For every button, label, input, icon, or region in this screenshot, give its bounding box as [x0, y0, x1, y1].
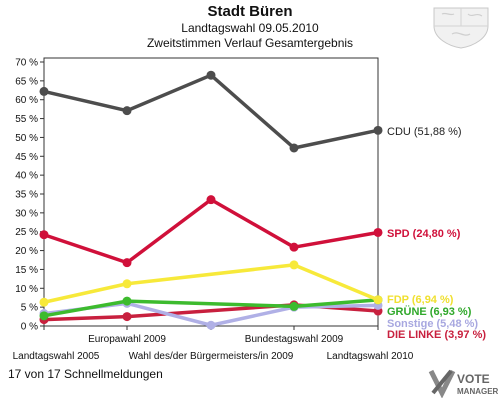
series-label: DIE LINKE (3,97 %)	[387, 329, 486, 341]
data-point	[39, 230, 49, 240]
vote-manager-logo: VOTE MANAGER	[428, 369, 498, 398]
x-tick-label: Wahl des/der Bürgermeisters/in 2009	[129, 351, 294, 362]
y-tick-label: 10 %	[15, 284, 38, 295]
data-point	[373, 295, 383, 305]
y-tick-label: 70 %	[15, 58, 38, 69]
logo-text-manager: MANAGER	[457, 387, 498, 396]
x-tick-label: Landtagswahl 2010	[327, 351, 414, 362]
y-tick-label: 55 %	[15, 114, 38, 125]
data-point	[122, 106, 132, 116]
series-label: Sonstige (5,48 %)	[387, 318, 478, 330]
y-tick-label: 35 %	[15, 190, 38, 201]
y-tick-label: 25 %	[15, 227, 38, 238]
series-label: GRÜNE (6,93 %)	[387, 305, 472, 318]
data-point	[122, 279, 132, 289]
data-point	[289, 301, 299, 311]
series-line-gr-ne	[43, 298, 379, 318]
chart-subtitle-description: Zweitstimmen Verlauf Gesamtergebnis	[146, 36, 354, 50]
y-tick-label: 45 %	[15, 152, 38, 163]
y-tick-label: 30 %	[15, 208, 38, 219]
series-line-fdp	[43, 263, 379, 304]
y-tick-label: 40 %	[15, 171, 38, 182]
series-label: CDU (51,88 %)	[387, 126, 462, 138]
y-tick-label: 5 %	[21, 303, 38, 314]
coat-of-arms-icon	[433, 7, 489, 49]
data-point	[39, 311, 49, 321]
y-tick-label: 50 %	[15, 133, 38, 144]
chart-title: Stadt Büren	[207, 3, 293, 20]
data-point	[122, 296, 132, 306]
data-point	[206, 320, 216, 330]
data-point	[289, 143, 299, 153]
x-tick-label: Bundestagswahl 2009	[245, 334, 344, 345]
reporting-status: 17 von 17 Schnellmeldungen	[8, 367, 163, 381]
series-label: FDP (6,94 %)	[387, 294, 454, 306]
data-point	[289, 242, 299, 252]
y-tick-label: 15 %	[15, 265, 38, 276]
y-tick-label: 60 %	[15, 95, 38, 106]
data-point	[122, 312, 132, 322]
series-line-spd	[43, 197, 379, 265]
y-tick-label: 20 %	[15, 246, 38, 257]
data-point	[373, 227, 383, 237]
x-tick-label: Landtagswahl 2005	[13, 351, 100, 362]
y-tick-label: 0 %	[21, 322, 38, 333]
series-label: SPD (24,80 %)	[387, 228, 461, 240]
plot-frame	[43, 57, 379, 327]
data-point	[39, 297, 49, 307]
data-point	[39, 86, 49, 96]
data-point	[373, 125, 383, 135]
data-point	[206, 70, 216, 80]
x-tick-label: Europawahl 2009	[88, 334, 166, 345]
y-tick-label: 65 %	[15, 76, 38, 87]
logo-text-vote: VOTE	[457, 372, 490, 386]
data-point	[289, 260, 299, 270]
series-line-cdu	[43, 73, 379, 150]
data-point	[206, 195, 216, 205]
data-point	[122, 258, 132, 268]
chart-subtitle-election: Landtagswahl 09.05.2010	[181, 21, 319, 35]
